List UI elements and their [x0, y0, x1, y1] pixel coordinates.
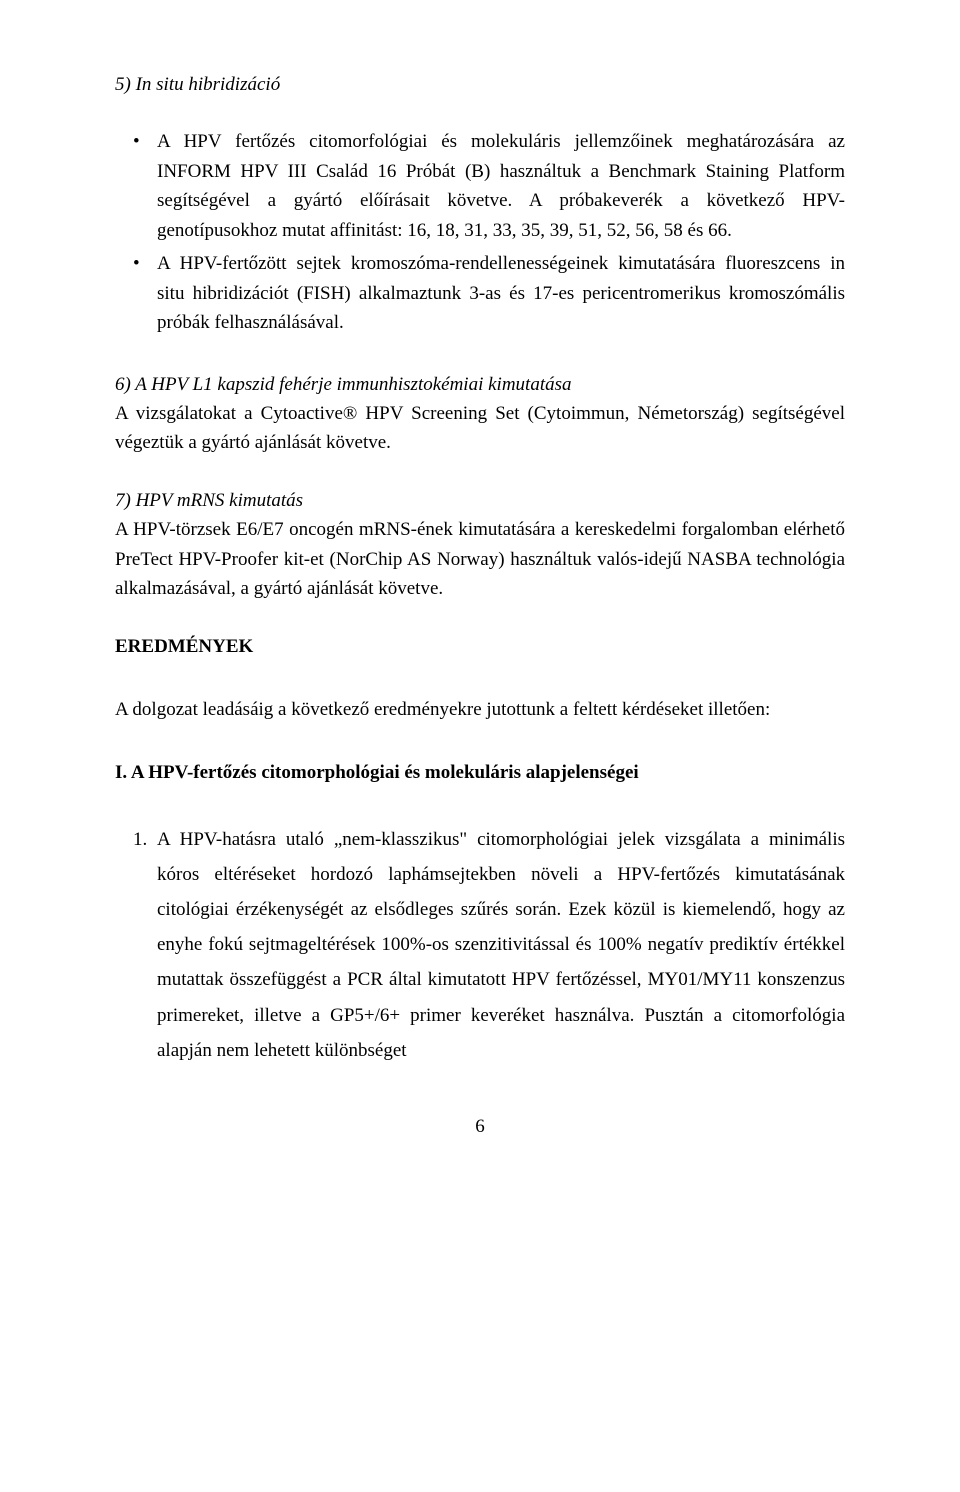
- item-number: 1.: [133, 822, 147, 857]
- section-7: 7) HPV mRNS kimutatás A HPV-törzsek E6/E…: [115, 486, 845, 604]
- page-number: 6: [115, 1112, 845, 1141]
- section-7-body: A HPV-törzsek E6/E7 oncogén mRNS-ének ki…: [115, 519, 845, 599]
- section-5-title: 5) In situ hibridizáció: [115, 70, 845, 99]
- results-heading: EREDMÉNYEK: [115, 632, 845, 661]
- results-subheading: I. A HPV-fertőzés citomorphológiai és mo…: [115, 758, 845, 787]
- section-6: 6) A HPV L1 kapszid fehérje immunhisztok…: [115, 370, 845, 458]
- list-item: 1. A HPV-hatásra utaló „nem-klasszikus" …: [157, 822, 845, 1068]
- bullet-text: A HPV-fertőzött sejtek kromoszóma-rendel…: [157, 249, 845, 337]
- section-7-title: 7) HPV mRNS kimutatás: [115, 490, 303, 511]
- bullet-text: A HPV fertőzés citomorfológiai és moleku…: [157, 127, 845, 245]
- results-list: 1. A HPV-hatásra utaló „nem-klasszikus" …: [115, 822, 845, 1068]
- results-intro: A dolgozat leadásáig a következő eredmén…: [115, 695, 845, 724]
- document-page: 5) In situ hibridizáció A HPV fertőzés c…: [0, 0, 960, 1492]
- list-item: A HPV fertőzés citomorfológiai és moleku…: [157, 127, 845, 245]
- item-text: A HPV-hatásra utaló „nem-klasszikus" cit…: [157, 822, 845, 1068]
- section-6-body: A vizsgálatokat a Cytoactive® HPV Screen…: [115, 403, 845, 453]
- section-6-title: 6) A HPV L1 kapszid fehérje immunhisztok…: [115, 374, 572, 395]
- list-item: A HPV-fertőzött sejtek kromoszóma-rendel…: [157, 249, 845, 337]
- section-5-bullets: A HPV fertőzés citomorfológiai és moleku…: [115, 127, 845, 337]
